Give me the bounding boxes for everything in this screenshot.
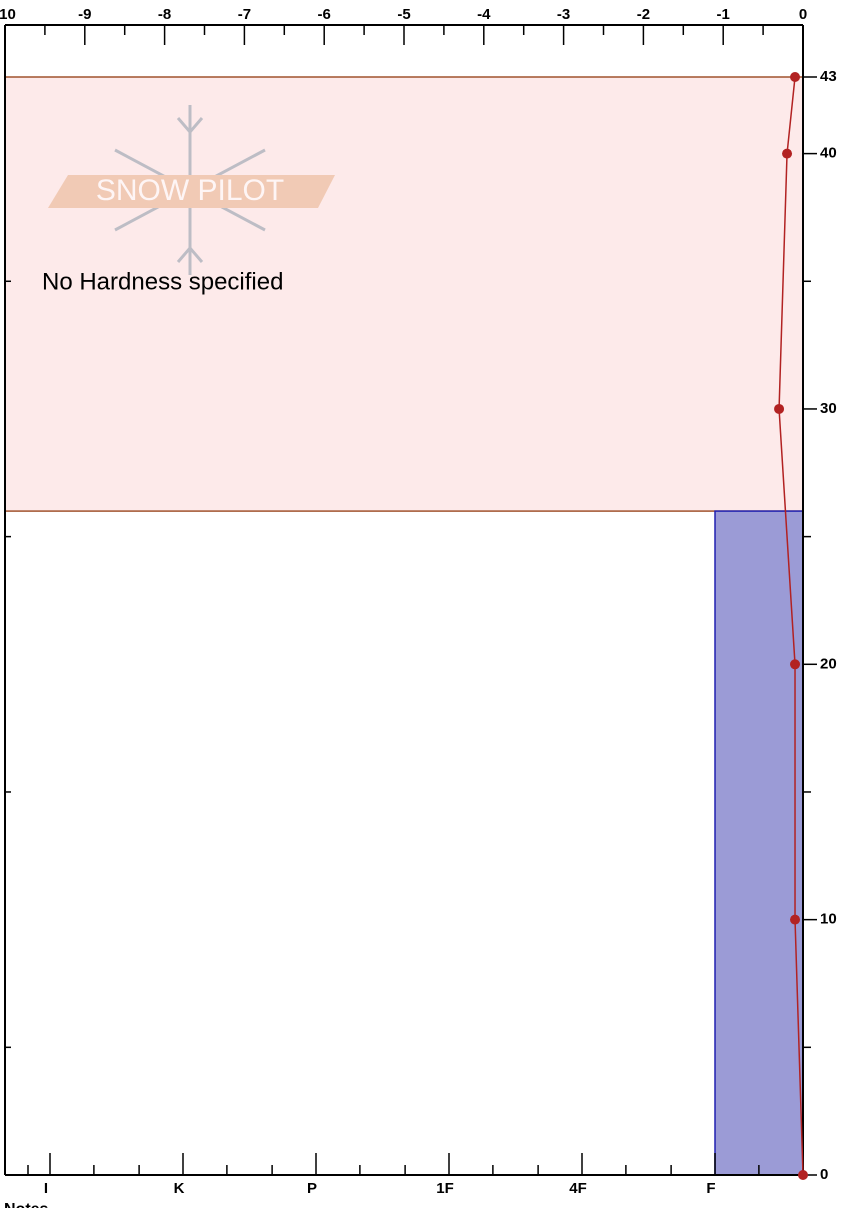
y-tick-label: 10 <box>820 911 837 928</box>
hardness-label: 1F <box>436 1180 454 1197</box>
y-tick-label: 43 <box>820 68 837 85</box>
temperature-point <box>774 403 785 414</box>
watermark-text: SNOW PILOT <box>96 174 284 207</box>
x-tick-label: -6 <box>318 6 331 23</box>
watermark: SNOW PILOT <box>48 105 335 275</box>
x-tick-label: -2 <box>637 6 650 23</box>
x-tick-label: -4 <box>477 6 491 23</box>
temperature-point <box>790 659 801 670</box>
x-tick-label: -7 <box>238 6 251 23</box>
y-tick-label: 0 <box>820 1166 828 1183</box>
layer-label: No Hardness specified <box>42 268 283 295</box>
layer <box>4 76 804 512</box>
temperature-point <box>798 1170 808 1180</box>
temperature-point <box>790 914 801 925</box>
x-tick-label: 0 <box>799 6 807 23</box>
hardness-label: I <box>44 1180 48 1197</box>
y-tick-label: 30 <box>820 400 837 417</box>
x-tick-label: -5 <box>397 6 410 23</box>
temperature-point <box>790 72 801 82</box>
x-tick-label: -10 <box>0 6 16 23</box>
y-tick-label: 40 <box>820 145 837 162</box>
notes-label: Notes <box>4 1201 49 1208</box>
hardness-label: 4F <box>569 1180 587 1197</box>
x-tick-label: -9 <box>78 6 91 23</box>
x-tick-label: -3 <box>557 6 570 23</box>
temperature-line <box>778 76 804 1176</box>
hardness-label: P <box>307 1180 317 1197</box>
hardness-label: K <box>174 1180 185 1197</box>
hardness-label: F <box>706 1180 715 1197</box>
temperature-point <box>782 148 793 159</box>
y-tick-label: 20 <box>820 655 837 672</box>
x-tick-label: -1 <box>717 6 730 23</box>
x-tick-label: -8 <box>158 6 171 23</box>
layer <box>714 510 804 1176</box>
